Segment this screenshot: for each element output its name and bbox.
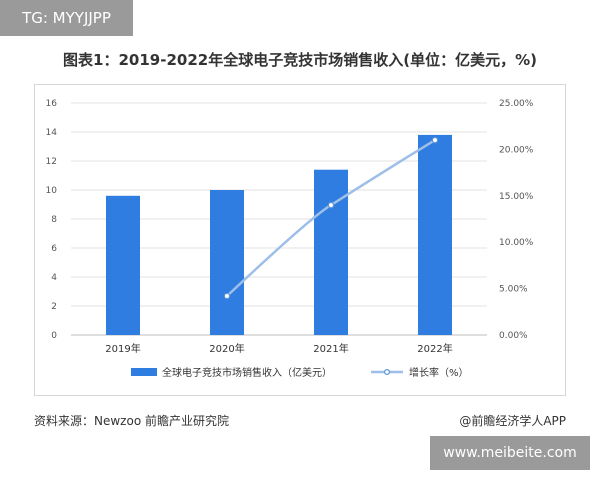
y-left-tick-label: 10 xyxy=(46,186,58,196)
growth-rate-point xyxy=(327,201,335,209)
x-tick-label: 2019年 xyxy=(105,342,140,355)
bar-revenue-2020年 xyxy=(210,190,244,335)
watermark-top-tag: TG: MYYJJPP xyxy=(0,0,133,36)
y-right-tick-label: 15.00% xyxy=(499,192,534,202)
chart-svg: 0 2 4 6 8 10 12 14 16 0.00% 5.00% 10.00% 15.00% 20.00… xyxy=(46,99,534,379)
growth-rate-point xyxy=(431,136,439,144)
y-right-tick-label: 20.00% xyxy=(499,145,534,155)
x-tick-label: 2021年 xyxy=(313,342,348,355)
bar-revenue-2019年 xyxy=(106,195,140,335)
legend-label-growth: 增长率（%） xyxy=(409,366,469,379)
y-right-tick-label: 5.00% xyxy=(499,285,528,295)
credit-note: @前瞻经济学人APP xyxy=(459,414,566,428)
bar-revenue-2021年 xyxy=(314,169,348,335)
legend-swatch-revenue xyxy=(131,368,157,376)
legend-label-revenue: 全球电子竞技市场销售收入（亿美元） xyxy=(162,366,332,379)
y-left-tick-label: 8 xyxy=(51,215,57,225)
x-tick-label: 2022年 xyxy=(417,342,452,355)
y-left-tick-label: 14 xyxy=(46,128,58,138)
y-left-tick-label: 2 xyxy=(51,302,57,312)
watermark-bottom-tag: www.meibeite.com xyxy=(430,436,590,470)
y-left-tick-label: 12 xyxy=(46,157,57,167)
growth-rate-point xyxy=(223,292,231,300)
y-right-tick-label: 25.00% xyxy=(499,99,534,109)
chart-container: 0 2 4 6 8 10 12 14 16 0.00% 5.00% 10.00% 15.00% 20.00… xyxy=(34,84,566,396)
legend-marker-growth xyxy=(384,369,391,376)
y-left-tick-label: 16 xyxy=(46,99,58,109)
y-left-tick-label: 4 xyxy=(51,273,57,283)
x-tick-label: 2020年 xyxy=(209,342,244,355)
y-left-tick-label: 0 xyxy=(51,331,57,341)
bar-revenue-2022年 xyxy=(418,134,452,335)
y-right-tick-label: 0.00% xyxy=(499,331,528,341)
chart-title: 图表1：2019-2022年全球电子竞技市场销售收入(单位：亿美元，%) xyxy=(63,51,537,69)
y-right-tick-label: 10.00% xyxy=(499,238,534,248)
y-left-tick-label: 6 xyxy=(51,244,57,254)
source-note: 资料来源：Newzoo 前瞻产业研究院 xyxy=(34,414,229,428)
